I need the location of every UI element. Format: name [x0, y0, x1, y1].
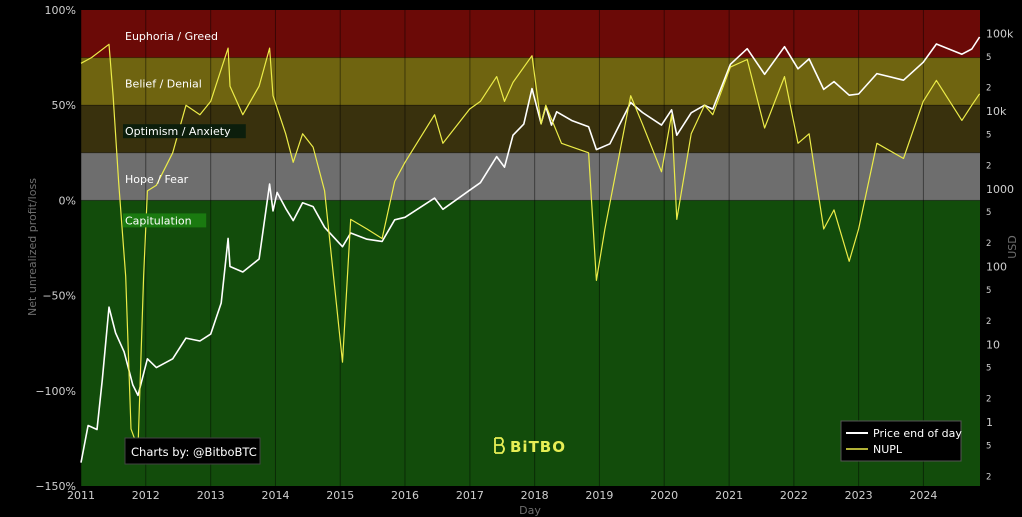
right-minor-tick-label: 5 — [986, 441, 991, 451]
right-minor-tick-label: 2 — [986, 239, 991, 249]
left-tick-label: 0% — [59, 194, 76, 207]
legend: Price end of day NUPL — [840, 420, 962, 462]
zone-label-bg-capitulation — [123, 213, 207, 228]
x-tick-label-2015: 2015 — [326, 489, 354, 502]
right-axis-title: USD — [1006, 235, 1019, 259]
right-axis-ticks: 100k 10k 1000 100 10 1 5 2 5 2 5 2 5 2 5 2 5 2 — [986, 27, 1014, 482]
left-tick-label: 100% — [45, 4, 76, 17]
zone-labels: Euphoria / Greed Belief / Denial Optimism … — [123, 30, 246, 228]
series-line-price-end-of-day — [80, 36, 981, 463]
x-tick-label-2016: 2016 — [391, 489, 419, 502]
right-tick-label: 1000 — [986, 183, 1014, 196]
right-minor-tick-label: 2 — [986, 472, 991, 482]
right-tick-label: 1 — [986, 416, 993, 429]
zone-euphoria-greed — [81, 10, 980, 58]
left-tick-label: −150% — [35, 480, 76, 493]
x-tick-label-2017: 2017 — [456, 489, 484, 502]
right-minor-tick-label: 5 — [986, 208, 991, 218]
vertical-gridlines — [80, 10, 924, 486]
series-line-nupl — [80, 43, 981, 449]
legend-label-price: Price end of day — [873, 427, 962, 440]
zone-label-euphoria-greed: Euphoria / Greed — [125, 30, 218, 43]
x-tick-label-2023: 2023 — [845, 489, 873, 502]
left-tick-label: 50% — [52, 99, 76, 112]
right-minor-tick-label: 5 — [986, 53, 991, 63]
zone-hope-fear — [81, 152, 980, 201]
x-tick-label-2012: 2012 — [132, 489, 160, 502]
x-tick-label-2022: 2022 — [780, 489, 808, 502]
x-tick-label-2024: 2024 — [909, 489, 937, 502]
left-axis-title: Net unrealized profit/loss — [26, 178, 39, 316]
x-tick-label-2013: 2013 — [197, 489, 225, 502]
left-tick-label: −50% — [42, 290, 76, 303]
right-tick-label: 100k — [986, 27, 1014, 40]
right-tick-label: 10 — [986, 338, 1000, 351]
x-tick-label-2020: 2020 — [650, 489, 678, 502]
bitbo-logo-text: BiTBO — [510, 438, 566, 456]
bitbo-logo-icon — [494, 437, 505, 454]
x-tick-label-2021: 2021 — [715, 489, 743, 502]
right-minor-tick-label: 2 — [986, 84, 991, 94]
right-minor-tick-label: 5 — [986, 364, 991, 374]
right-minor-tick-label: 2 — [986, 317, 991, 327]
zone-label-optimism-anxiety: Optimism / Anxiety — [125, 125, 231, 138]
legend-label-nupl: NUPL — [873, 443, 903, 456]
right-minor-tick-label: 2 — [986, 395, 991, 405]
credit-text: Charts by: @BitboBTC — [131, 445, 257, 459]
zone-label-hope-fear: Hope / Fear — [125, 173, 189, 186]
right-minor-tick-label: 5 — [986, 131, 991, 141]
right-tick-label: 10k — [986, 105, 1007, 118]
x-axis-ticks: 2011 2012 2013 2014 2015 2016 2017 2018 2019 2020… — [67, 489, 937, 502]
right-tick-label: 100 — [986, 261, 1007, 274]
x-tick-label-2011: 2011 — [67, 489, 95, 502]
x-axis-title: Day — [519, 504, 541, 517]
left-tick-label: −100% — [35, 385, 76, 398]
right-minor-tick-label: 2 — [986, 161, 991, 171]
credit-box: Charts by: @BitboBTC — [124, 437, 261, 465]
bitbo-logo: BiTBO — [494, 437, 566, 456]
x-tick-label-2018: 2018 — [521, 489, 549, 502]
zone-label-belief-denial: Belief / Denial — [125, 78, 202, 91]
x-tick-label-2019: 2019 — [585, 489, 613, 502]
right-minor-tick-label: 5 — [986, 286, 991, 296]
left-axis-ticks: 100% 50% 0% −50% −100% −150% — [35, 4, 76, 493]
x-tick-label-2014: 2014 — [261, 489, 289, 502]
zone-label-capitulation: Capitulation — [125, 214, 192, 227]
series-layer — [80, 36, 981, 463]
zone-label-bg-optimism-anxiety — [123, 124, 246, 139]
